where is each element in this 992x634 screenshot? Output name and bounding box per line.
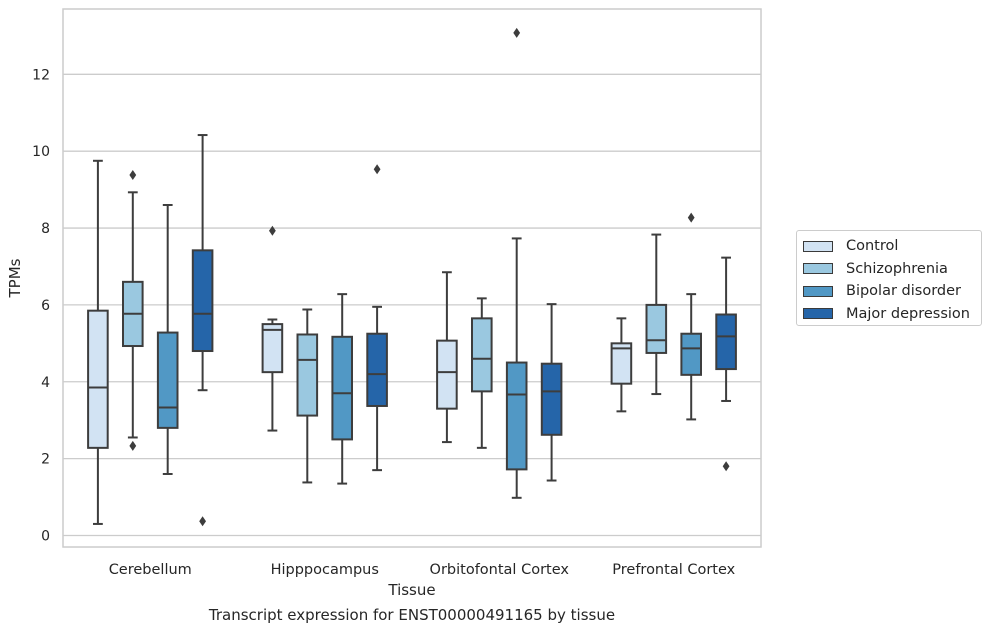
legend-item: Major depression: [803, 303, 981, 326]
box-control: [261, 225, 284, 432]
outlier-point: [513, 27, 521, 38]
box-control: [87, 159, 109, 525]
x-tick-label: Cerebellum: [109, 562, 192, 578]
outlier-point: [129, 170, 137, 181]
y-axis-label: TPMs: [6, 258, 24, 298]
box-major-depression: [366, 164, 388, 472]
box-iqr: [471, 317, 493, 393]
box-iqr: [156, 331, 179, 429]
box-iqr: [366, 332, 388, 407]
legend-item: Control: [803, 235, 981, 258]
legend-item: Bipolar disorder: [803, 280, 981, 303]
x-tick-label: Hipppocampus: [271, 562, 379, 578]
legend-item: Schizophrenia: [803, 258, 981, 281]
y-tick-label: 10: [32, 144, 50, 160]
x-axis-ticks: Cerebellum Hipppocampus Orbitofontal Corte…: [109, 562, 736, 578]
box-control: [436, 271, 458, 444]
box-bipolar-disorder: [331, 293, 353, 485]
box-iqr: [436, 339, 458, 410]
legend-label: Schizophrenia: [846, 260, 948, 277]
box-iqr: [540, 362, 563, 436]
y-tick-label: 4: [41, 375, 50, 391]
box-iqr: [715, 313, 737, 371]
box-iqr: [296, 333, 319, 417]
legend-swatch: [803, 308, 833, 320]
box-iqr: [610, 342, 633, 385]
y-tick-label: 12: [32, 67, 50, 83]
box-iqr: [191, 249, 214, 353]
outlier-point: [722, 461, 730, 472]
legend-label: Bipolar disorder: [846, 283, 961, 300]
outlier-point: [129, 440, 137, 451]
box-bipolar-disorder: [680, 212, 703, 421]
box-iqr: [645, 303, 668, 354]
box-iqr: [505, 361, 528, 471]
box-major-depression: [715, 256, 737, 472]
box-iqr: [680, 332, 703, 376]
legend: Control Schizophrenia Bipolar disorder Majo…: [796, 230, 982, 326]
box-control: [610, 317, 633, 413]
legend-swatch: [803, 285, 833, 297]
gridlines: [63, 73, 761, 537]
y-tick-label: 2: [41, 452, 50, 468]
legend-label: Control: [846, 238, 899, 255]
box-schizophrenia: [645, 233, 668, 396]
box-bipolar-disorder: [156, 203, 179, 475]
chart-caption: Transcript expression for ENST0000049116…: [208, 606, 616, 624]
box-schizophrenia: [122, 170, 144, 451]
x-axis-label: Tissue: [387, 581, 435, 599]
box-iqr: [87, 309, 109, 449]
outlier-point: [373, 164, 381, 175]
x-tick-label: Orbitofontal Cortex: [430, 562, 570, 578]
x-tick-label: Prefrontal Cortex: [612, 562, 735, 578]
legend-swatch: [803, 240, 833, 252]
box-major-depression: [191, 134, 214, 527]
y-tick-label: 0: [41, 528, 50, 544]
legend-swatch: [803, 263, 833, 275]
box-plot-area: [87, 27, 737, 527]
plot-frame: [62, 8, 762, 548]
outlier-point: [687, 212, 695, 223]
box-iqr: [261, 323, 284, 374]
outlier-point: [269, 225, 276, 236]
legend-label: Major depression: [846, 305, 970, 322]
box-schizophrenia: [471, 297, 493, 449]
outlier-point: [199, 516, 206, 527]
y-tick-label: 8: [41, 221, 50, 237]
box-iqr: [331, 335, 353, 441]
box-schizophrenia: [296, 308, 319, 484]
box-bipolar-disorder: [505, 27, 528, 499]
box-major-depression: [540, 303, 563, 482]
y-axis-ticks: 0 2 4 6 8 10 12: [32, 67, 50, 544]
y-tick-label: 6: [41, 298, 50, 314]
